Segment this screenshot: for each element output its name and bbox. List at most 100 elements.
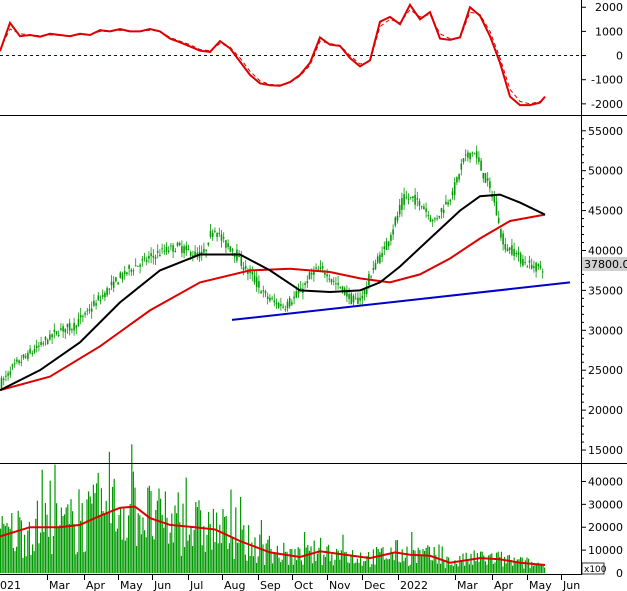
candle-body <box>227 243 229 248</box>
volume-bar <box>331 554 333 573</box>
volume-bar <box>451 564 453 573</box>
volume-bar <box>300 560 302 573</box>
volume-bar <box>387 559 389 573</box>
volume-bar <box>534 563 536 573</box>
volume-bar <box>270 548 272 573</box>
candle-body <box>423 206 425 210</box>
volume-bar <box>380 548 382 573</box>
volume-bar <box>32 544 34 573</box>
candle-body <box>409 196 412 198</box>
candle-body <box>258 281 260 288</box>
volume-bar <box>121 539 123 573</box>
volume-bar <box>280 562 282 573</box>
candle-body <box>84 312 86 315</box>
volume-bar <box>473 550 475 573</box>
candle-body <box>152 255 155 258</box>
volume-bar <box>494 562 496 573</box>
volume-bar <box>43 531 45 573</box>
candle-body <box>82 316 84 318</box>
candle-body <box>159 254 161 256</box>
volume-bar <box>484 561 486 573</box>
volume-bar <box>240 496 242 573</box>
candle-body <box>339 286 342 288</box>
candle-body <box>7 373 9 376</box>
volume-bar <box>264 564 266 573</box>
candle-body <box>370 276 372 278</box>
volume-bar <box>46 514 48 573</box>
volume-bar <box>182 503 184 573</box>
volume-bar <box>25 556 27 573</box>
candle-body <box>297 289 300 294</box>
volume-bar <box>497 551 499 573</box>
time-tick-label: Aug <box>224 579 245 591</box>
volume-bar <box>260 519 262 573</box>
volume-bar <box>35 518 37 573</box>
volume-bar <box>203 525 205 573</box>
volume-bar <box>177 492 179 573</box>
candle-body <box>134 265 137 267</box>
candle-body <box>167 250 170 253</box>
ma-slow-line <box>0 213 546 392</box>
candle-body <box>203 248 205 253</box>
volume-bar <box>524 560 526 573</box>
volume-bar <box>14 551 16 573</box>
volume-bar <box>172 542 174 573</box>
candle-body <box>126 272 128 275</box>
candle-body <box>163 250 166 252</box>
volume-bar <box>417 547 419 573</box>
volume-bar <box>392 553 394 573</box>
volume-bar <box>364 560 366 573</box>
volume-bar <box>195 502 197 573</box>
volume-bar <box>544 567 546 573</box>
volume-bar <box>291 548 293 573</box>
volume-bar <box>324 557 326 573</box>
candle-body <box>535 262 537 272</box>
volume-bar <box>395 540 397 573</box>
candle-body <box>484 173 487 183</box>
volume-bar <box>286 551 288 573</box>
time-tick-label: Jun <box>562 579 580 591</box>
volume-bar <box>363 561 365 573</box>
candle-body <box>214 230 216 232</box>
volume-bar <box>1 516 3 573</box>
candle-body <box>266 296 269 299</box>
price-panel: 55000 50000 45000 40000 35000 30000 25000 20000… <box>0 125 627 457</box>
candle-body <box>253 275 256 283</box>
volume-bar <box>436 563 438 573</box>
candle-body <box>277 303 280 308</box>
volume-bar <box>350 554 352 573</box>
volume-y-axis: 40000 30000 20000 10000 0 <box>581 475 623 580</box>
candle-body <box>462 158 465 163</box>
volume-bar <box>500 551 502 573</box>
volume-bar <box>176 513 178 573</box>
volume-bar <box>59 525 61 573</box>
volume-bar <box>337 550 339 573</box>
volume-bar <box>184 547 186 573</box>
volume-bar <box>281 559 283 573</box>
volume-bar <box>408 566 410 573</box>
volume-bar <box>118 515 120 573</box>
volume-bar <box>312 563 314 573</box>
volume-bar <box>96 483 98 573</box>
time-tick-label: May <box>120 579 143 591</box>
candle-body <box>493 195 496 203</box>
volume-bar <box>272 563 274 573</box>
volume-bar <box>112 486 114 573</box>
volume-bar <box>492 563 494 573</box>
candle-body <box>42 343 45 345</box>
candle-body <box>0 377 3 390</box>
candle-body <box>35 345 38 348</box>
candle-body <box>29 348 31 354</box>
volume-bar <box>51 554 53 573</box>
volume-tick-label: 10000 <box>588 544 623 557</box>
candle-body <box>273 300 276 303</box>
volume-bar <box>377 549 379 573</box>
volume-bar <box>449 564 451 573</box>
volume-bar <box>19 517 21 573</box>
volume-tick-label: 20000 <box>588 521 623 534</box>
candle-body <box>18 360 20 364</box>
price-tick-label: 35000 <box>588 284 623 297</box>
candle-body <box>79 314 82 318</box>
candle-body <box>445 201 447 205</box>
candle-body <box>187 249 190 251</box>
